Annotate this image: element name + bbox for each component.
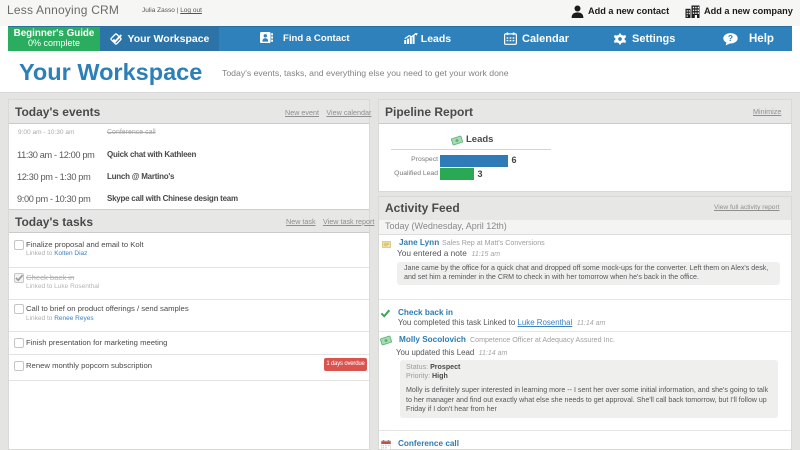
svg-text:?: ? [728,33,733,43]
